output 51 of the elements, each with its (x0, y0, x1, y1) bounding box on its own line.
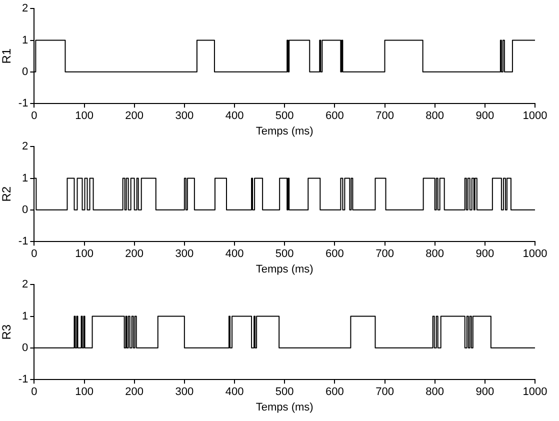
y-tick-label: 1 (22, 34, 28, 46)
x-tick-label: 200 (125, 386, 144, 398)
x-tick-label: 700 (376, 248, 394, 260)
x-tick-label: 900 (476, 386, 494, 398)
x-tick-label: 200 (125, 110, 144, 122)
x-axis-title: Temps (ms) (256, 263, 314, 276)
x-tick-label: 0 (31, 386, 38, 398)
x-tick-label: 300 (175, 248, 194, 260)
x-tick-label: 400 (225, 110, 244, 122)
x-tick-label: 600 (325, 110, 344, 122)
x-tick-label: 1000 (522, 248, 548, 260)
x-axis-title: Temps (ms) (256, 401, 314, 414)
x-tick-label: 100 (75, 110, 94, 122)
y-axis-title: R2 (0, 186, 14, 202)
x-tick-label: 900 (476, 110, 494, 122)
x-tick-label: 400 (225, 386, 244, 398)
y-tick-label: 1 (22, 310, 28, 322)
y-axis-title: R3 (0, 324, 14, 340)
x-tick-label: 300 (175, 110, 194, 122)
y-tick-label: -1 (18, 236, 28, 248)
y-tick-label: 0 (22, 66, 28, 78)
x-tick-label: 900 (476, 248, 494, 260)
x-tick-label: 300 (175, 386, 194, 398)
x-tick-label: 700 (376, 110, 394, 122)
y-tick-label: 0 (22, 342, 28, 354)
x-tick-label: 0 (31, 110, 38, 122)
x-tick-label: 600 (325, 386, 344, 398)
y-tick-label: 2 (22, 2, 28, 15)
x-tick-label: 100 (75, 386, 94, 398)
y-tick-label: 1 (22, 172, 28, 184)
y-tick-label: 2 (22, 140, 28, 153)
x-tick-label: 1000 (522, 386, 548, 398)
x-tick-label: 800 (426, 248, 444, 260)
x-tick-label: 400 (225, 248, 244, 260)
y-tick-label: 0 (22, 204, 28, 216)
x-tick-label: 200 (125, 248, 144, 260)
y-tick-label: 2 (22, 278, 28, 291)
x-tick-label: 500 (275, 110, 294, 122)
x-tick-label: 100 (75, 248, 94, 260)
x-tick-label: 800 (426, 386, 444, 398)
x-axis-title: Temps (ms) (256, 125, 314, 138)
y-tick-label: -1 (18, 374, 28, 386)
x-tick-label: 800 (426, 110, 444, 122)
x-tick-label: 700 (376, 386, 394, 398)
x-tick-label: 600 (325, 248, 344, 260)
x-tick-label: 500 (275, 248, 294, 260)
x-tick-label: 0 (31, 248, 38, 260)
y-axis-title: R1 (0, 48, 14, 64)
x-tick-label: 1000 (522, 110, 548, 122)
x-tick-label: 500 (275, 386, 294, 398)
y-tick-label: -1 (18, 98, 28, 110)
